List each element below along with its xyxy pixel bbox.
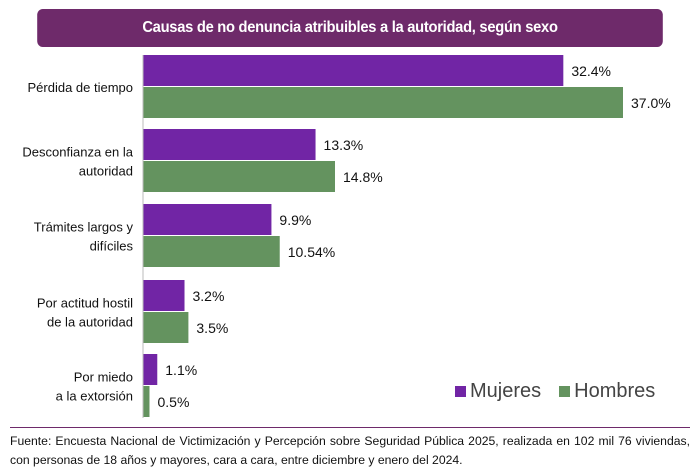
data-label: 37.0% <box>631 95 671 111</box>
data-label: 32.4% <box>571 63 611 79</box>
bar-chart: 32.4% 37.0% Pérdida de tiempo 13.3% 14.8% Des… <box>22 55 671 418</box>
data-label: 0.5% <box>157 394 189 410</box>
data-label: 14.8% <box>343 169 383 185</box>
legend-item-hombres: Hombres <box>559 380 655 403</box>
source-note: Fuente: Encuesta Nacional de Victimizaci… <box>10 434 690 467</box>
legend-swatch <box>455 386 466 397</box>
data-label: 3.2% <box>193 288 225 304</box>
bar-mujeres <box>143 354 158 385</box>
bar-hombres <box>143 87 623 118</box>
category-label: Por miedo <box>74 370 133 385</box>
legend-label: Hombres <box>574 380 656 402</box>
legend-label: Mujeres <box>470 380 542 402</box>
category-label: a la extorsión <box>56 389 133 404</box>
category-label: autoridad <box>79 164 133 179</box>
chart-title: Causas de no denuncia atribuibles a la a… <box>37 9 663 47</box>
bar-mujeres <box>143 204 272 235</box>
data-label: 13.3% <box>324 137 364 153</box>
bar-mujeres <box>143 129 316 160</box>
bar-hombres <box>143 161 335 192</box>
legend-item-mujeres: Mujeres <box>455 380 541 403</box>
category-label: de la autoridad <box>47 315 133 330</box>
category-label: Desconfianza en la <box>22 145 133 160</box>
data-label: 1.1% <box>165 362 197 378</box>
category-label: difíciles <box>90 239 134 254</box>
bar-hombres <box>143 312 189 343</box>
bar-hombres <box>143 236 280 267</box>
data-label: 10.54% <box>288 244 335 260</box>
legend-swatch <box>559 386 571 397</box>
divider <box>10 427 690 428</box>
data-label: 9.9% <box>279 212 311 228</box>
category-label: Por actitud hostil <box>37 296 133 311</box>
bar-mujeres <box>143 55 564 86</box>
legend: Mujeres Hombres <box>455 380 655 403</box>
data-label: 3.5% <box>196 320 228 336</box>
category-label: Trámites largos y <box>34 220 134 235</box>
bar-mujeres <box>143 280 185 311</box>
category-label: Pérdida de tiempo <box>27 80 133 95</box>
bar-hombres <box>143 386 150 417</box>
